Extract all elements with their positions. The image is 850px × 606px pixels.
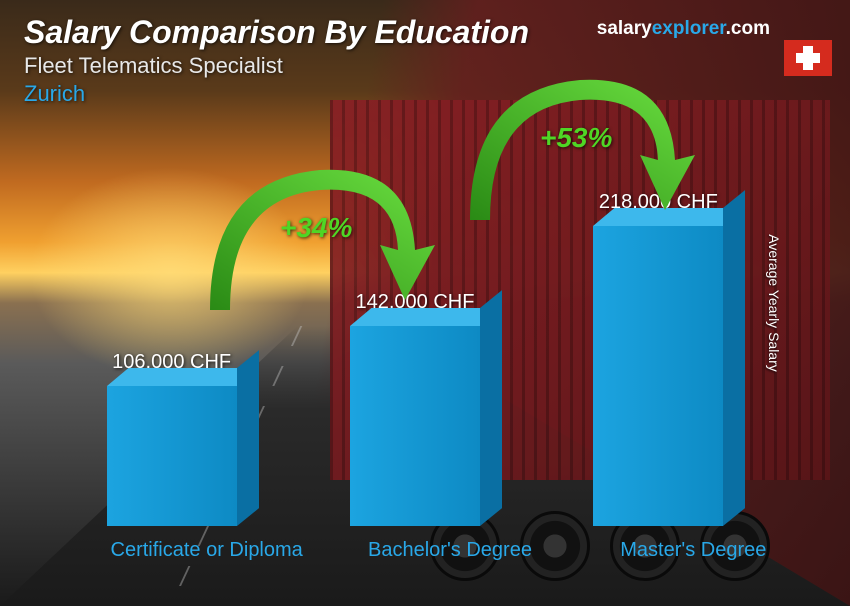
- bar-group-0: 106,000 CHFCertificate or Diploma: [87, 351, 257, 526]
- bar-label-2: Master's Degree: [593, 538, 793, 562]
- brand-logo: salaryexplorer.com: [597, 18, 770, 40]
- bar-label-0: Certificate or Diploma: [107, 538, 307, 562]
- brand-part2: explorer: [652, 18, 726, 39]
- bar-1: Bachelor's Degree: [350, 326, 480, 526]
- chart-location: Zurich: [24, 81, 826, 107]
- increase-pct-1: +53%: [540, 122, 612, 154]
- bar-chart: 106,000 CHFCertificate or Diploma142,000…: [50, 120, 780, 586]
- brand-part3: .com: [726, 18, 770, 39]
- flag-icon: [784, 40, 832, 76]
- increase-pct-0: +34%: [280, 212, 352, 244]
- bar-0: Certificate or Diploma: [107, 386, 237, 526]
- bar-label-1: Bachelor's Degree: [350, 538, 550, 562]
- y-axis-label: Average Yearly Salary: [765, 234, 781, 372]
- bar-2: Master's Degree: [593, 226, 723, 526]
- bar-group-2: 218,000 CHFMaster's Degree: [573, 191, 743, 526]
- chart-subtitle: Fleet Telematics Specialist: [24, 53, 826, 79]
- brand-part1: salary: [597, 18, 652, 39]
